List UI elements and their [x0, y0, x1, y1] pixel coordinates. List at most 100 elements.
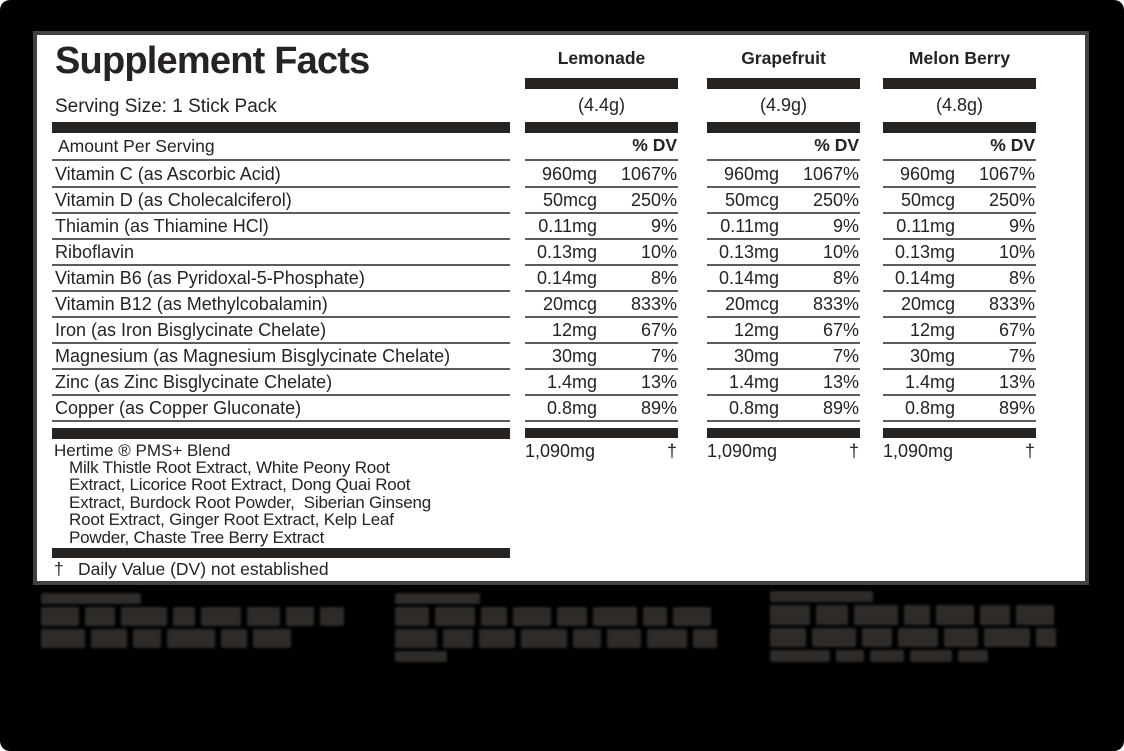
nutrient-amount: 1.4mg	[728, 371, 779, 392]
nutrient-amount: 960mg	[899, 163, 955, 184]
nutrient-value-column: 960mg 1067% 50mcg 250% 0.11mg 9% 0.13mg 10% 0.14…	[707, 162, 860, 422]
nutrient-amount: 960mg	[723, 163, 779, 184]
illegible-word	[984, 628, 1030, 647]
nutrient-dv: 250%	[988, 189, 1035, 210]
illegible-word	[770, 591, 873, 602]
illegible-word	[221, 629, 247, 648]
illegible-word	[1016, 605, 1054, 625]
illegible-word	[479, 629, 515, 648]
nutrient-dv: 8%	[832, 267, 859, 288]
nutrient-amount: 30mg	[551, 345, 597, 366]
nutrient-amount: 1.4mg	[904, 371, 955, 392]
blend-value-row: 1,090mg †	[525, 441, 677, 462]
nutrient-amount: 50mcg	[900, 189, 955, 210]
blend-ingredient-line: Powder, Chaste Tree Berry Extract	[69, 527, 325, 547]
nutrient-dv: 8%	[650, 267, 677, 288]
blend-ingredient-line: Extract, Licorice Root Extract, Dong Qua…	[69, 475, 411, 495]
nutrient-label: Magnesium (as Magnesium Bisglycinate Che…	[52, 344, 510, 370]
illegible-text-line	[395, 607, 717, 626]
divider-bar	[707, 78, 860, 89]
nutrient-amount: 0.13mg	[718, 241, 779, 262]
illegible-text-line	[41, 607, 344, 626]
divider-bar	[525, 428, 678, 438]
nutrient-label: Copper (as Copper Gluconate)	[52, 396, 510, 422]
nutrient-row: 12mg 67%	[883, 318, 1036, 344]
nutrient-amount: 20mcg	[542, 293, 597, 314]
nutrient-row: 1.4mg 13%	[525, 370, 678, 396]
nutrient-amount: 0.13mg	[536, 241, 597, 262]
illegible-word	[870, 650, 904, 662]
nutrient-row: 12mg 67%	[707, 318, 860, 344]
nutrient-amount: 0.14mg	[536, 267, 597, 288]
illegible-word	[1036, 628, 1056, 647]
nutrient-dv: 13%	[998, 371, 1035, 392]
illegible-text-block	[395, 593, 717, 665]
illegible-word	[247, 607, 280, 626]
nutrient-amount: 960mg	[541, 163, 597, 184]
nutrient-row: 960mg 1067%	[525, 162, 678, 188]
nutrient-amount: 50mcg	[542, 189, 597, 210]
illegible-header-line	[770, 591, 1056, 602]
nutrient-dv: 10%	[640, 241, 677, 262]
nutrient-amount: 12mg	[551, 319, 597, 340]
illegible-word	[673, 607, 711, 626]
nutrient-amount: 12mg	[909, 319, 955, 340]
serving-size-text: Serving Size: 1 Stick Pack	[55, 96, 277, 117]
illegible-word	[770, 650, 830, 662]
nutrient-amount: 0.14mg	[894, 267, 955, 288]
blend-ingredient-line: Root Extract, Ginger Root Extract, Kelp …	[69, 510, 394, 530]
nutrient-dv: 250%	[630, 189, 677, 210]
illegible-word	[898, 628, 938, 647]
illegible-word	[836, 650, 864, 662]
blend-dv-dagger: †	[848, 441, 859, 461]
nutrient-row: 50mcg 250%	[707, 188, 860, 214]
nutrient-dv: 833%	[988, 293, 1035, 314]
nutrient-dv: 833%	[630, 293, 677, 314]
divider-bar	[883, 78, 1036, 89]
nutrient-amount: 0.13mg	[894, 241, 955, 262]
blend-ingredients: Milk Thistle Root Extract, White Peony R…	[69, 459, 431, 546]
divider-bar	[707, 122, 860, 133]
nutrient-amount: 20mcg	[724, 293, 779, 314]
illegible-text-line	[770, 628, 1056, 647]
illegible-word	[395, 593, 480, 604]
nutrient-label: Iron (as Iron Bisglycinate Chelate)	[52, 318, 510, 344]
illegible-word	[41, 607, 79, 626]
nutrient-dv: 67%	[640, 319, 677, 340]
amount-per-serving-label: Amount Per Serving	[58, 136, 215, 156]
nutrient-row: 30mg 7%	[707, 344, 860, 370]
illegible-word	[91, 629, 127, 648]
nutrient-row: 20mcg 833%	[883, 292, 1036, 318]
nutrient-dv: 250%	[812, 189, 859, 210]
illegible-word	[854, 605, 898, 625]
nutrient-row: 50mcg 250%	[883, 188, 1036, 214]
illegible-word	[395, 607, 429, 626]
nutrient-row: 0.14mg 8%	[707, 266, 860, 292]
nutrient-row: 20mcg 833%	[707, 292, 860, 318]
supplement-facts-panel: Supplement Facts Serving Size: 1 Stick P…	[33, 31, 1089, 585]
serving-weight: (4.9g)	[759, 95, 808, 115]
illegible-header-line	[41, 593, 344, 604]
nutrient-amount: 0.8mg	[546, 397, 597, 418]
divider-bar	[525, 122, 678, 133]
nutrient-value-column: 960mg 1067% 50mcg 250% 0.11mg 9% 0.13mg 10% 0.14…	[883, 162, 1036, 422]
divider-bar	[52, 122, 510, 133]
illegible-word	[643, 607, 667, 626]
nutrient-dv: 13%	[822, 371, 859, 392]
nutrient-dv: 833%	[812, 293, 859, 314]
illegible-word	[647, 629, 687, 648]
blend-amount: 1,090mg	[525, 441, 596, 461]
nutrient-amount: 0.11mg	[896, 215, 955, 236]
nutrient-row: 0.14mg 8%	[525, 266, 678, 292]
illegible-word	[557, 607, 587, 626]
nutrient-row: 0.11mg 9%	[707, 214, 860, 240]
illegible-word	[481, 607, 507, 626]
divider-bar	[525, 78, 678, 89]
illegible-header-line	[395, 593, 717, 604]
nutrient-row: 50mcg 250%	[525, 188, 678, 214]
nutrient-row: 30mg 7%	[883, 344, 1036, 370]
flavor-name: Melon Berry	[908, 48, 1011, 68]
illegible-word	[41, 629, 85, 648]
nutrient-label: Thiamin (as Thiamine HCl)	[52, 214, 510, 240]
blend-amount: 1,090mg	[707, 441, 778, 461]
